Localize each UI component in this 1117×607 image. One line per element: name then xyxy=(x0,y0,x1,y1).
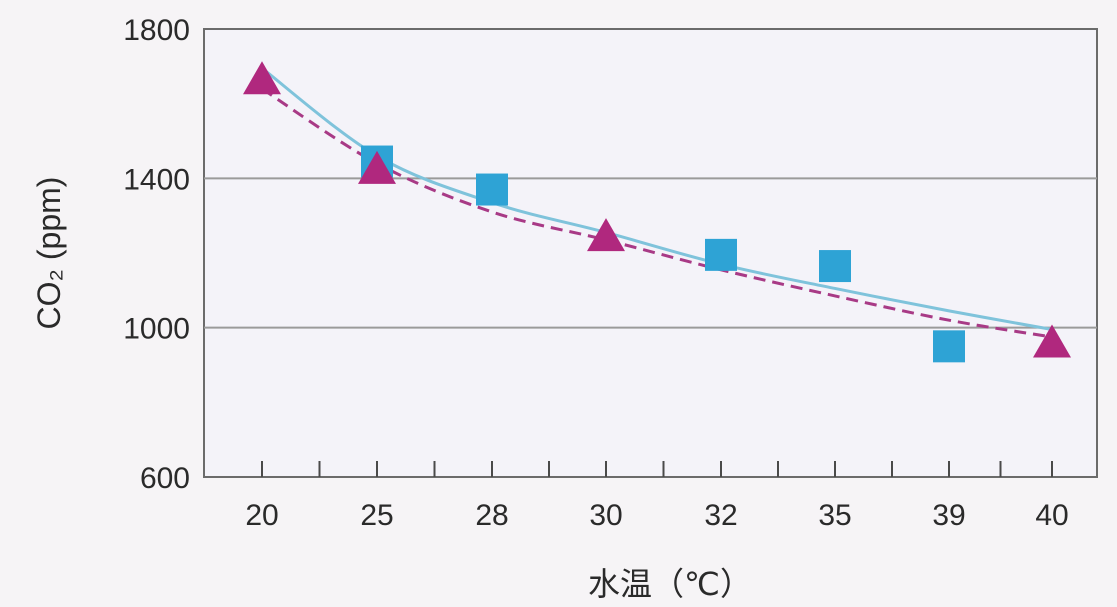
y-tick-label: 600 xyxy=(140,462,190,495)
y-tick-label: 1000 xyxy=(123,313,190,346)
triangle-marker xyxy=(1033,324,1071,358)
x-tick-label: 30 xyxy=(589,499,622,532)
square-marker xyxy=(476,173,508,206)
triangle-marker xyxy=(358,150,396,184)
square-marker xyxy=(933,330,965,363)
y-tick-label: 1400 xyxy=(123,163,190,196)
x-tick-label: 20 xyxy=(245,499,278,532)
square-marker xyxy=(705,238,737,271)
x-tick-label: 32 xyxy=(704,499,737,532)
x-tick-label: 40 xyxy=(1035,499,1068,532)
x-tick-label: 35 xyxy=(818,499,851,532)
square-marker xyxy=(819,250,851,283)
x-tick-label: 39 xyxy=(932,499,965,532)
axes: 600 1000 1400 1800 20 25 28 30 32 35 39 40 xyxy=(123,14,1068,532)
triangle-marker xyxy=(243,61,281,95)
triangle-marker xyxy=(587,218,625,252)
y-tick-label: 1800 xyxy=(123,14,190,47)
y-axis-title: CO₂ (ppm) xyxy=(31,177,67,330)
grid-lines xyxy=(204,177,1097,329)
x-axis-title: 水温（℃） xyxy=(588,566,752,602)
data-markers xyxy=(243,61,1071,363)
x-tick-label: 28 xyxy=(475,499,508,532)
x-tick-label: 25 xyxy=(360,499,393,532)
